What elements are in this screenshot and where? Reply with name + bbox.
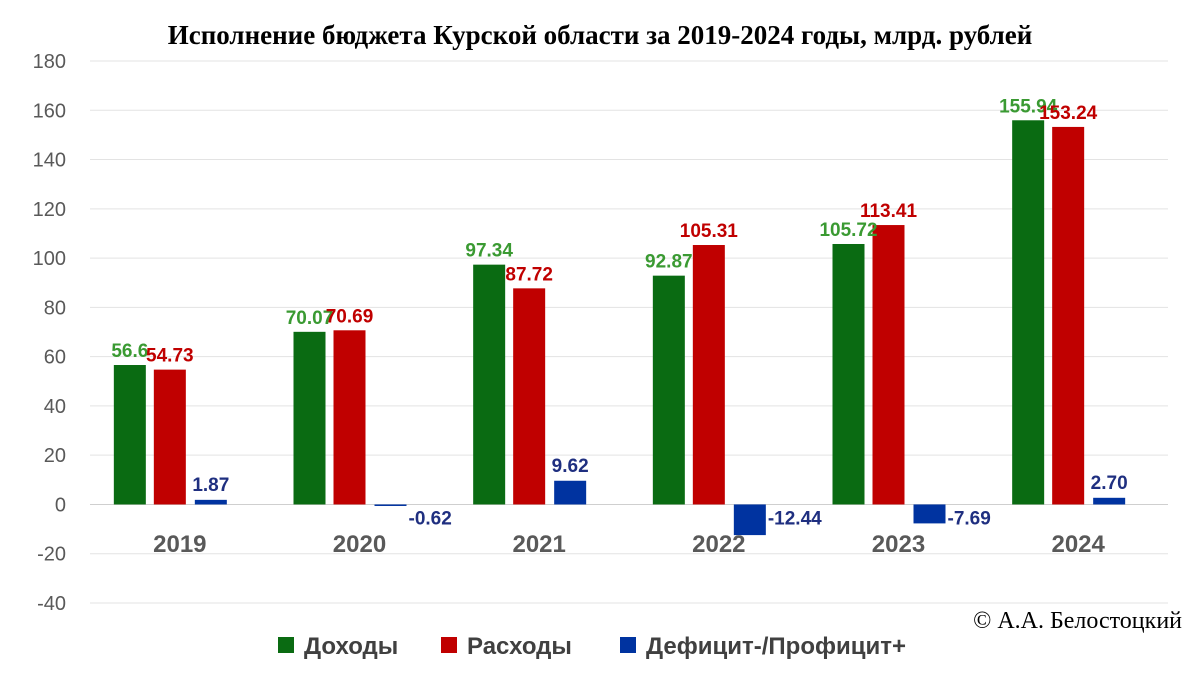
data-label: 92.87 bbox=[645, 252, 693, 273]
data-label: 87.72 bbox=[505, 264, 553, 285]
x-tick-label: 2022 bbox=[692, 531, 745, 558]
bar-income bbox=[832, 243, 865, 505]
x-tick-label: 2021 bbox=[512, 531, 565, 558]
bar-balance bbox=[554, 480, 587, 505]
data-label: 1.87 bbox=[192, 475, 229, 496]
y-tick-label: 180 bbox=[33, 51, 66, 73]
bar-income bbox=[293, 331, 326, 505]
data-label: 105.72 bbox=[819, 220, 877, 241]
chart-title: Исполнение бюджета Курской области за 20… bbox=[168, 20, 1033, 50]
x-tick-label: 2020 bbox=[333, 531, 386, 558]
bar-income bbox=[1012, 120, 1045, 505]
bar-income bbox=[113, 365, 146, 505]
data-label: 97.34 bbox=[465, 241, 513, 262]
bar-balance bbox=[374, 504, 407, 506]
x-tick-label: 2019 bbox=[153, 531, 206, 558]
y-tick-label: 160 bbox=[33, 100, 66, 122]
data-label: -0.62 bbox=[409, 508, 452, 529]
y-tick-label: -40 bbox=[37, 593, 66, 615]
bar-expense bbox=[513, 288, 546, 505]
y-tick-label: -20 bbox=[37, 544, 66, 566]
legend-label: Дефицит-/Профицит+ bbox=[646, 633, 906, 660]
data-label: 153.24 bbox=[1039, 103, 1098, 124]
legend-swatch bbox=[441, 637, 457, 653]
data-label: 2.70 bbox=[1091, 473, 1128, 494]
data-label: 70.69 bbox=[326, 306, 374, 327]
legend-swatch bbox=[278, 637, 294, 653]
y-tick-label: 40 bbox=[44, 396, 66, 418]
data-label: -7.69 bbox=[948, 508, 991, 529]
y-tick-label: 100 bbox=[33, 248, 66, 270]
legend-label: Расходы bbox=[467, 633, 572, 660]
y-tick-label: 80 bbox=[44, 297, 66, 319]
y-tick-label: 0 bbox=[55, 494, 66, 516]
data-label: 70.07 bbox=[286, 308, 334, 329]
bars bbox=[113, 120, 1126, 536]
bar-income bbox=[652, 275, 685, 505]
data-label: 155.94 bbox=[999, 96, 1058, 117]
bar-expense bbox=[872, 225, 905, 505]
bar-balance bbox=[733, 504, 766, 536]
x-tick-label: 2024 bbox=[1051, 531, 1105, 558]
data-label: 113.41 bbox=[860, 201, 917, 222]
copyright-text: © А.А. Белостоцкий bbox=[973, 608, 1182, 634]
y-tick-label: 60 bbox=[44, 347, 66, 369]
bar-balance bbox=[1093, 497, 1126, 505]
bar-expense bbox=[692, 245, 725, 505]
x-axis: 2019 2020 2021 2022 2023 2024 bbox=[153, 531, 1105, 558]
bar-balance bbox=[913, 504, 946, 524]
bar-balance bbox=[194, 499, 227, 505]
y-tick-label: 20 bbox=[44, 445, 66, 467]
data-label: 54.73 bbox=[146, 346, 194, 367]
data-label: 9.62 bbox=[552, 456, 589, 477]
data-label: 56.6 bbox=[111, 341, 148, 362]
y-axis: -40 -20 0 20 40 60 80 100 120 140 160 180 bbox=[33, 51, 66, 615]
legend-label: Доходы bbox=[304, 633, 398, 660]
y-tick-label: 140 bbox=[33, 150, 66, 172]
bar-expense bbox=[1052, 126, 1085, 505]
data-label: 105.31 bbox=[680, 221, 739, 242]
x-tick-label: 2023 bbox=[872, 531, 925, 558]
bar-expense bbox=[153, 369, 186, 505]
gridlines bbox=[90, 60, 1168, 604]
legend-swatch bbox=[620, 637, 636, 653]
data-label: -12.44 bbox=[768, 508, 822, 529]
bar-expense bbox=[333, 330, 366, 505]
bar-income bbox=[473, 264, 506, 505]
y-tick-label: 120 bbox=[33, 199, 66, 221]
legend: Доходы Расходы Дефицит-/Профицит+ bbox=[278, 633, 906, 660]
